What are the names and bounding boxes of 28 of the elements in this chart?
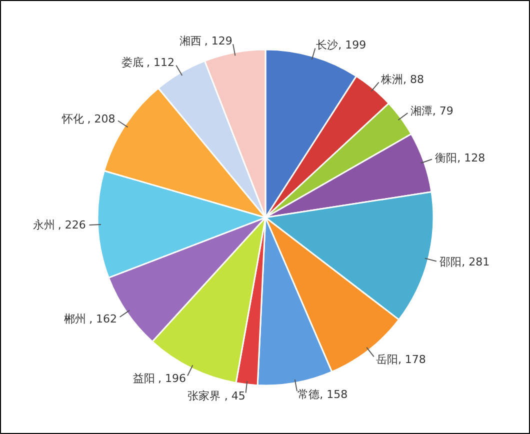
data-label: , 128 bbox=[457, 152, 486, 165]
data-label: , 162 bbox=[89, 312, 118, 326]
slice-label: 永州 bbox=[32, 218, 55, 232]
slice-label: 常德 bbox=[298, 388, 320, 401]
slice-label: 益阳 bbox=[133, 372, 156, 386]
slice-label: 长沙 bbox=[316, 38, 338, 52]
data-label: , 129 bbox=[204, 34, 232, 48]
slice-label: 张家界 bbox=[188, 390, 221, 403]
data-label: , 199 bbox=[338, 38, 366, 52]
slice-label: 湘潭 bbox=[410, 104, 432, 118]
data-label: , 88 bbox=[402, 73, 424, 86]
data-label: , 158 bbox=[320, 388, 348, 401]
slice-label: 株洲 bbox=[380, 73, 403, 86]
slice-label: 岳阳 bbox=[376, 352, 398, 366]
slice-label: 郴州 bbox=[64, 312, 86, 326]
data-label: , 196 bbox=[158, 372, 186, 386]
slice-label: 怀化 bbox=[61, 112, 84, 126]
data-label: , 178 bbox=[398, 352, 426, 366]
slice-label: 娄底 bbox=[121, 56, 144, 69]
data-label: , 45 bbox=[224, 390, 246, 403]
slice-label: 湘西 bbox=[179, 34, 202, 48]
data-label: , 79 bbox=[432, 104, 454, 118]
data-label: , 226 bbox=[58, 218, 86, 232]
data-label: , 112 bbox=[146, 56, 174, 69]
data-label: , 208 bbox=[87, 112, 116, 126]
slice-label: 衡阳 bbox=[435, 152, 458, 165]
data-label: , 281 bbox=[462, 256, 490, 269]
slice-label: 邵阳 bbox=[440, 256, 462, 269]
